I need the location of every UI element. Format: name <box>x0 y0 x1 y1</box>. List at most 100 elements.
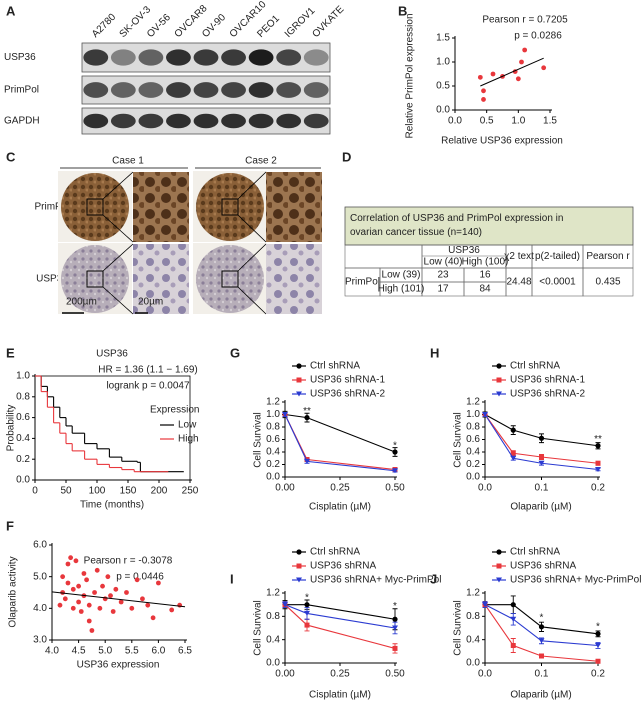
band <box>110 49 136 66</box>
band <box>138 113 164 129</box>
band <box>303 113 329 129</box>
table-header: χ2 text <box>504 251 534 262</box>
point <box>60 574 66 580</box>
panel-label: F <box>6 518 14 533</box>
band <box>221 82 246 98</box>
cell-line-label: A2780 <box>90 11 119 40</box>
x-axis-label: Time (months) <box>80 500 144 511</box>
y-tick-label: 0.5 <box>436 81 450 92</box>
point <box>134 577 140 583</box>
annotation: Pearson r = -0.3078 <box>84 556 173 567</box>
x-tick-label: 6.0 <box>151 646 165 657</box>
y-tick-label: 0.6 <box>266 434 280 445</box>
annotation: logrank p = 0.0047 <box>106 381 190 392</box>
y-tick-label: 1.2 <box>266 588 280 599</box>
point <box>100 583 105 589</box>
marker <box>282 412 288 417</box>
legend-marker <box>296 577 302 583</box>
y-tick-label: 0.0 <box>466 472 480 483</box>
legend-marker <box>496 391 502 397</box>
panel-label: E <box>6 345 15 360</box>
point <box>86 602 92 608</box>
table-header: High (100) <box>462 257 509 268</box>
panel-label: G <box>230 345 240 360</box>
point <box>477 74 483 80</box>
legend-marker <box>496 577 502 583</box>
table-pearson: 0.435 <box>595 277 620 288</box>
significance-mark: * <box>305 592 309 603</box>
y-tick-label: 1.2 <box>466 588 480 599</box>
point <box>60 590 66 595</box>
x-tick-label: 1.5 <box>543 116 557 127</box>
marker <box>595 643 601 648</box>
fit-line <box>480 57 544 87</box>
series-line <box>284 413 396 453</box>
band <box>138 49 164 66</box>
marker <box>392 449 398 455</box>
point <box>73 558 79 564</box>
panel-label: I <box>230 571 234 586</box>
zoom-image <box>266 244 322 314</box>
y-tick-label: 0.0 <box>436 105 450 116</box>
zoom-line <box>237 171 267 200</box>
y-tick-label: 1.0 <box>266 409 280 420</box>
panel-label: B <box>398 3 407 18</box>
point <box>541 65 547 71</box>
band <box>166 49 191 66</box>
zoom-line <box>237 214 267 243</box>
cell-line-label: PEO1 <box>255 13 282 40</box>
point <box>76 583 81 589</box>
band <box>221 49 246 66</box>
band <box>221 113 246 129</box>
series-line <box>485 604 599 635</box>
y-axis-label: Probability <box>6 405 17 452</box>
x-tick-label: 0.25 <box>330 669 350 680</box>
point <box>65 561 71 567</box>
point <box>92 590 97 595</box>
marker <box>510 427 516 433</box>
legend-label: USP36 shRNA <box>510 561 576 572</box>
significance-mark: * <box>540 613 544 624</box>
marker <box>304 458 310 464</box>
x-tick-label: 0.5 <box>480 116 494 127</box>
point <box>118 599 124 605</box>
y-tick-label: 1.5 <box>436 33 450 44</box>
series-line <box>484 604 599 647</box>
y-tick-label: 0.2 <box>16 454 30 465</box>
band <box>110 113 136 129</box>
point <box>481 97 486 102</box>
marker <box>510 455 517 461</box>
significance-mark: * <box>393 601 397 612</box>
y-tick-label: 0.0 <box>466 658 480 669</box>
point <box>65 580 71 586</box>
y-axis-label: Cell Survival <box>253 412 264 468</box>
y-tick-label: 0.4 <box>466 447 480 458</box>
band <box>248 49 274 66</box>
table-cell-value: 23 <box>437 270 449 281</box>
y-tick-label: 0.8 <box>266 422 280 433</box>
y-axis-label: Cell Survival <box>453 412 464 468</box>
point <box>481 88 486 94</box>
stain-label: USP36 <box>36 274 68 285</box>
significance-mark: * <box>393 440 397 451</box>
tma-core <box>61 173 129 241</box>
panel-label: A <box>6 3 16 18</box>
band <box>303 49 329 66</box>
scale-bar-label: 200µm <box>66 297 97 308</box>
table-header: p(2-tailed) <box>535 251 580 262</box>
cell-line-label: OV-56 <box>145 12 173 40</box>
point <box>150 615 156 621</box>
significance-mark: ** <box>303 406 311 417</box>
y-tick-label: 0.4 <box>16 433 30 444</box>
band <box>83 113 109 129</box>
x-tick-label: 5.0 <box>98 646 112 657</box>
band <box>193 82 219 98</box>
y-axis-label: Cell Survival <box>253 600 264 656</box>
zoom-box <box>86 198 104 216</box>
point <box>84 577 89 583</box>
significance-mark: * <box>596 621 600 632</box>
panel-label: D <box>342 149 351 164</box>
annotation: Pearson r = 0.7205 <box>482 15 568 26</box>
marker <box>304 602 310 608</box>
marker <box>539 454 544 460</box>
